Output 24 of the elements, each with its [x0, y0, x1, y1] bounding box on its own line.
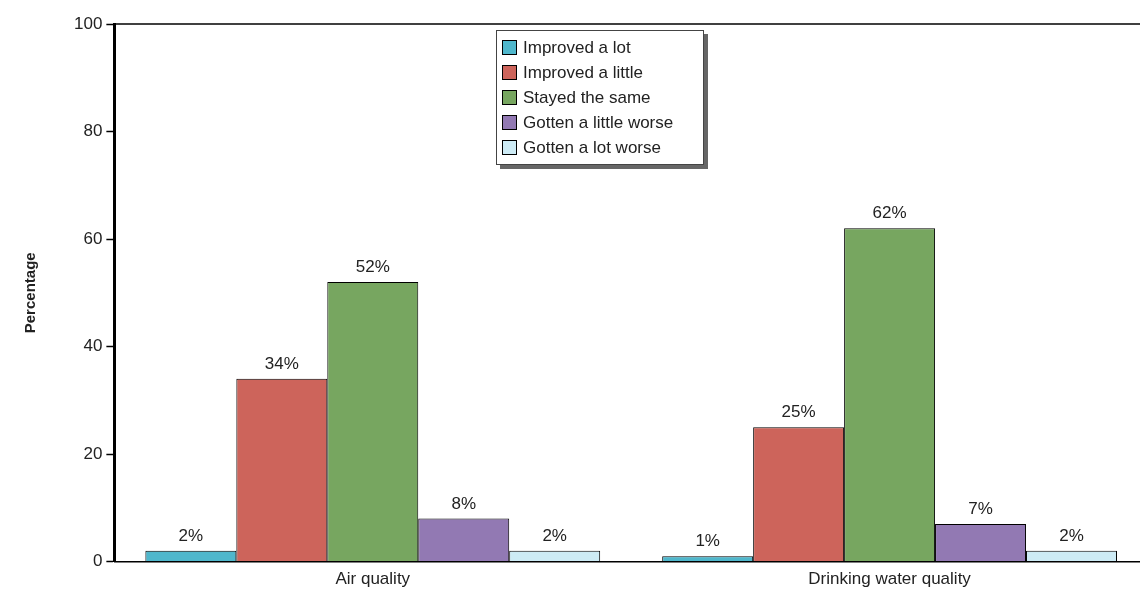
- y-tick-label: 40: [83, 336, 103, 356]
- y-tick-label: 0: [92, 551, 103, 571]
- data-label: 2%: [542, 526, 567, 546]
- y-tick-label: 80: [83, 121, 103, 141]
- legend-label: Improved a little: [523, 62, 643, 83]
- y-tick-label: 100: [73, 13, 103, 33]
- legend-label: Stayed the same: [523, 87, 651, 108]
- x-tick-label: Drinking water quality: [808, 569, 972, 589]
- data-label: 2%: [178, 526, 204, 546]
- y-tick-label: 20: [83, 443, 103, 463]
- y-axis-title: Percentage: [21, 252, 39, 334]
- data-label: 52%: [355, 257, 390, 277]
- legend-label: Gotten a lot worse: [523, 137, 661, 158]
- data-label: 62%: [872, 203, 907, 223]
- legend-label: Gotten a little worse: [523, 112, 674, 133]
- data-label: 25%: [781, 402, 816, 422]
- y-tick-label: 60: [83, 228, 103, 248]
- data-label: 8%: [451, 493, 477, 513]
- data-label: 1%: [695, 531, 720, 551]
- data-label: 34%: [264, 354, 299, 373]
- data-label: 7%: [968, 499, 993, 519]
- legend-label: Improved a lot: [523, 37, 631, 58]
- data-label: 2%: [1059, 526, 1084, 546]
- x-tick-label: Air quality: [335, 569, 411, 589]
